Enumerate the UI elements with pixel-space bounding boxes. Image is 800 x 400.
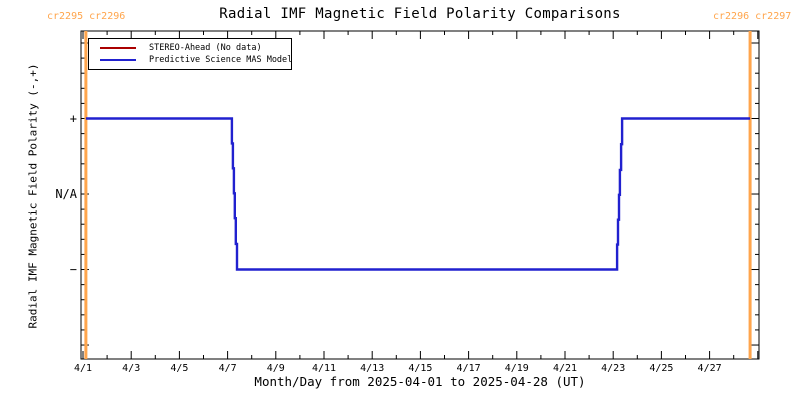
x-tick-label: 4/27 <box>698 363 722 374</box>
plot-frame <box>80 30 760 360</box>
y-tick-label: N/A <box>55 187 77 201</box>
x-tick-label: 4/15 <box>408 363 432 374</box>
x-tick-label: 4/3 <box>122 363 140 374</box>
y-tick-label: − <box>70 263 77 277</box>
x-tick-label: 4/11 <box>312 363 336 374</box>
x-tick-label: 4/7 <box>219 363 237 374</box>
mas-polarity-line <box>85 117 751 271</box>
x-tick-label: 4/9 <box>267 363 285 374</box>
x-tick-label: 4/17 <box>457 363 481 374</box>
y-tick-label: + <box>70 112 77 126</box>
x-tick-label: 4/21 <box>553 363 577 374</box>
legend-label-mas: Predictive Science MAS Model <box>149 55 293 65</box>
legend-swatch-stereo-icon <box>100 46 136 50</box>
x-tick-label: 4/23 <box>601 363 625 374</box>
cr-label-left: cr2295 cr2296 <box>47 11 126 22</box>
legend-item-stereo: STEREO-Ahead (No data) <box>89 42 291 54</box>
x-tick-label: 4/25 <box>649 363 673 374</box>
x-tick-label: 4/1 <box>74 363 92 374</box>
legend: STEREO-Ahead (No data) Predictive Scienc… <box>88 38 292 70</box>
chart-title: Radial IMF Magnetic Field Polarity Compa… <box>219 6 621 22</box>
x-tick-label: 4/19 <box>505 363 529 374</box>
x-axis-title: Month/Day from 2025-04-01 to 2025-04-28 … <box>254 374 586 389</box>
x-tick-label: 4/13 <box>360 363 384 374</box>
y-axis-title: Radial IMF Magnetic Field Polarity (-,+) <box>26 63 40 329</box>
x-tick-label: 4/5 <box>170 363 188 374</box>
cr-label-right: cr2296 cr2297 <box>713 11 792 22</box>
legend-label-stereo: STEREO-Ahead (No data) <box>149 43 262 53</box>
legend-swatch-mas-icon <box>100 58 136 62</box>
legend-item-mas: Predictive Science MAS Model <box>89 54 293 66</box>
